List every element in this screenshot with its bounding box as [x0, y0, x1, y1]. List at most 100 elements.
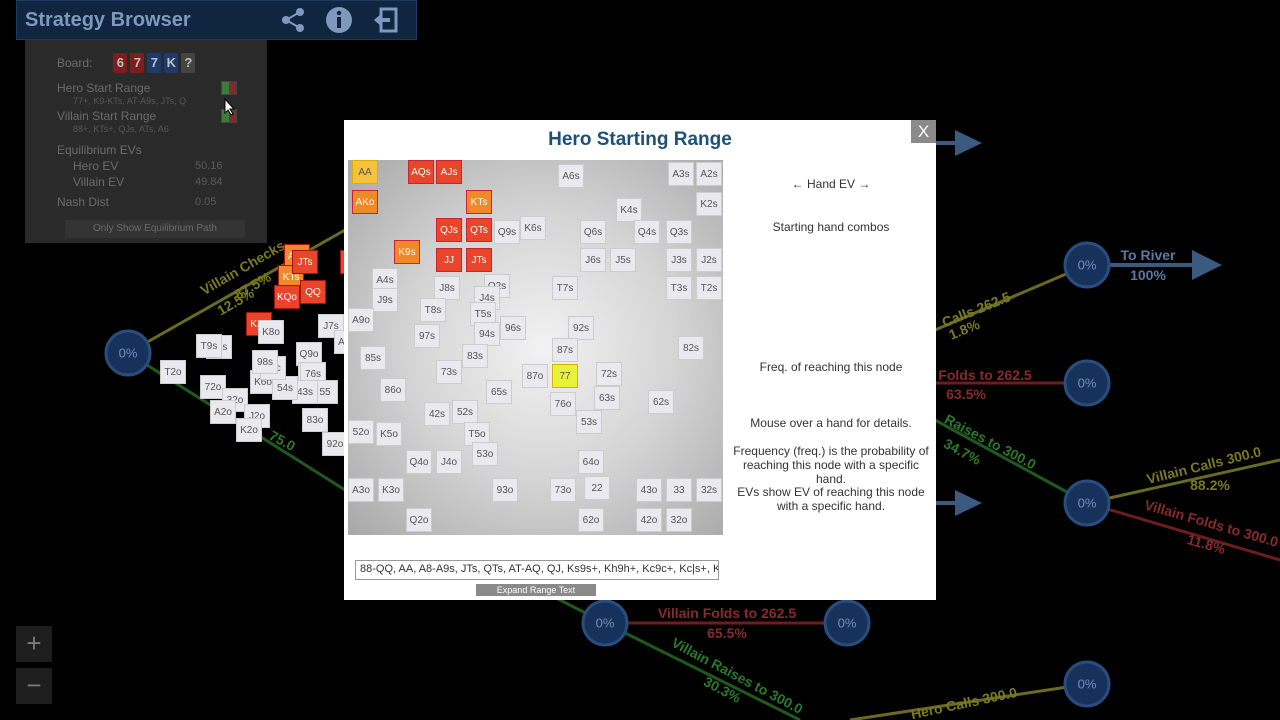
- hand-cell[interactable]: A3s: [668, 162, 694, 186]
- hand-cell[interactable]: KTs: [466, 190, 492, 214]
- hand-cell[interactable]: J2s: [696, 248, 722, 272]
- hand-cell[interactable]: QJs: [436, 218, 462, 242]
- hand-cell[interactable]: T7s: [552, 276, 578, 300]
- hand-cell[interactable]: 97s: [414, 324, 440, 348]
- range-text-field[interactable]: 88-QQ, AA, A8-A9s, JTs, QTs, AT-AQ, QJ, …: [355, 560, 719, 580]
- tree-node[interactable]: [1063, 241, 1111, 289]
- hand-cell[interactable]: K6s: [520, 216, 546, 240]
- scatter-hand-card[interactable]: 98s: [252, 350, 278, 374]
- hand-cell[interactable]: 92s: [568, 316, 594, 340]
- hand-cell[interactable]: J6s: [580, 248, 606, 272]
- hand-cell[interactable]: T3s: [666, 276, 692, 300]
- scatter-hand-card[interactable]: JTs: [292, 250, 318, 274]
- tree-node[interactable]: [104, 329, 152, 377]
- hand-cell[interactable]: 32s: [696, 478, 722, 502]
- hand-cell[interactable]: 85s: [360, 346, 386, 370]
- hand-cell[interactable]: Q6s: [580, 220, 606, 244]
- hero-range-row[interactable]: Hero Start Range: [57, 80, 267, 96]
- hand-cell[interactable]: 64o: [578, 450, 604, 474]
- expand-range-text-button[interactable]: Expand Range Text: [476, 584, 596, 596]
- close-button[interactable]: X: [911, 120, 936, 143]
- share-icon[interactable]: [278, 5, 308, 35]
- hand-cell[interactable]: K2s: [696, 192, 722, 216]
- hand-cell[interactable]: 52s: [452, 400, 478, 424]
- zoom-in-button[interactable]: +: [16, 626, 52, 662]
- hand-cell[interactable]: 87o: [522, 364, 548, 388]
- hand-cell[interactable]: 52o: [348, 420, 374, 444]
- scatter-hand-card[interactable]: J7s: [318, 314, 344, 338]
- hand-cell[interactable]: T2s: [696, 276, 722, 300]
- hand-cell[interactable]: JTs: [466, 248, 492, 272]
- hand-cell[interactable]: A2s: [696, 162, 722, 186]
- hand-cell[interactable]: A6s: [558, 164, 584, 188]
- hand-cell[interactable]: 93o: [492, 478, 518, 502]
- eq-path-button[interactable]: Only Show Equilibrium Path: [65, 220, 245, 238]
- hand-cell[interactable]: T8s: [420, 298, 446, 322]
- info-icon[interactable]: [324, 5, 354, 35]
- tree-node[interactable]: [1063, 660, 1111, 708]
- tree-node[interactable]: [823, 599, 871, 647]
- hand-cell[interactable]: 94s: [474, 322, 500, 346]
- zoom-out-button[interactable]: −: [16, 668, 52, 704]
- scatter-hand-card[interactable]: T2o: [160, 360, 186, 384]
- hand-cell[interactable]: 63s: [594, 386, 620, 410]
- hand-cell[interactable]: 32o: [666, 508, 692, 532]
- hand-cell[interactable]: 96s: [500, 316, 526, 340]
- hand-cell[interactable]: 53s: [576, 410, 602, 434]
- hand-cell[interactable]: 83s: [462, 344, 488, 368]
- hand-cell[interactable]: J4o: [436, 450, 462, 474]
- hand-cell[interactable]: QTs: [466, 218, 492, 242]
- hand-cell[interactable]: 22: [584, 476, 610, 500]
- hand-cell[interactable]: AQs: [408, 160, 434, 184]
- hand-cell[interactable]: 62s: [648, 390, 674, 414]
- hand-cell[interactable]: Q4s: [634, 220, 660, 244]
- hand-cell[interactable]: K5o: [376, 422, 402, 446]
- hand-cell[interactable]: JJ: [436, 248, 462, 272]
- scatter-hand-card[interactable]: A2o: [210, 400, 236, 424]
- hand-cell[interactable]: K4s: [616, 198, 642, 222]
- hand-cell[interactable]: 82s: [678, 336, 704, 360]
- scatter-hand-card[interactable]: KQo: [274, 285, 300, 309]
- hand-cell[interactable]: 33: [666, 478, 692, 502]
- hand-cell[interactable]: J9s: [372, 288, 398, 312]
- tree-node[interactable]: [1063, 479, 1111, 527]
- scatter-hand-card[interactable]: K8o: [258, 320, 284, 344]
- hand-cell[interactable]: 42o: [636, 508, 662, 532]
- hand-cell[interactable]: J3s: [666, 248, 692, 272]
- hand-cell[interactable]: 65s: [486, 380, 512, 404]
- hand-cell[interactable]: Q3s: [666, 220, 692, 244]
- scatter-hand-card[interactable]: K2o: [236, 418, 262, 442]
- hand-cell[interactable]: AJs: [436, 160, 462, 184]
- villain-range-row[interactable]: Villain Start Range: [57, 108, 267, 124]
- hand-cell[interactable]: AKo: [352, 190, 378, 214]
- hand-cell[interactable]: Q4o: [406, 450, 432, 474]
- tree-node[interactable]: [1063, 359, 1111, 407]
- hand-cell[interactable]: Q9s: [494, 220, 520, 244]
- hand-cell[interactable]: 73o: [550, 478, 576, 502]
- hand-cell[interactable]: K3o: [378, 478, 404, 502]
- scatter-hand-card[interactable]: 54s: [272, 376, 298, 400]
- range-grid-icon[interactable]: [221, 81, 237, 95]
- hand-cell[interactable]: 77: [552, 364, 578, 388]
- hand-cell[interactable]: 53o: [472, 442, 498, 466]
- hand-cell[interactable]: J5s: [610, 248, 636, 272]
- hand-cell[interactable]: 76o: [550, 392, 576, 416]
- hand-cell[interactable]: 87s: [552, 338, 578, 362]
- hand-cell[interactable]: 62o: [578, 508, 604, 532]
- exit-icon[interactable]: [370, 5, 400, 35]
- hand-cell[interactable]: A3o: [348, 478, 374, 502]
- hand-cell[interactable]: A9o: [348, 308, 374, 332]
- tree-node[interactable]: [581, 599, 629, 647]
- hand-cell[interactable]: 43o: [636, 478, 662, 502]
- hand-cell[interactable]: 42s: [424, 402, 450, 426]
- scatter-hand-card[interactable]: T9s: [196, 334, 222, 358]
- hand-cell[interactable]: AA: [352, 160, 378, 184]
- scatter-hand-card[interactable]: QQ: [300, 280, 326, 304]
- hand-cell[interactable]: 72s: [596, 362, 622, 386]
- hand-cell[interactable]: 73s: [436, 360, 462, 384]
- hand-cell[interactable]: Q2o: [406, 508, 432, 532]
- scatter-hand-card[interactable]: 72o: [200, 375, 226, 399]
- scatter-hand-card[interactable]: 83o: [302, 408, 328, 432]
- hand-cell[interactable]: 86o: [380, 378, 406, 402]
- hand-cell[interactable]: K9s: [394, 240, 420, 264]
